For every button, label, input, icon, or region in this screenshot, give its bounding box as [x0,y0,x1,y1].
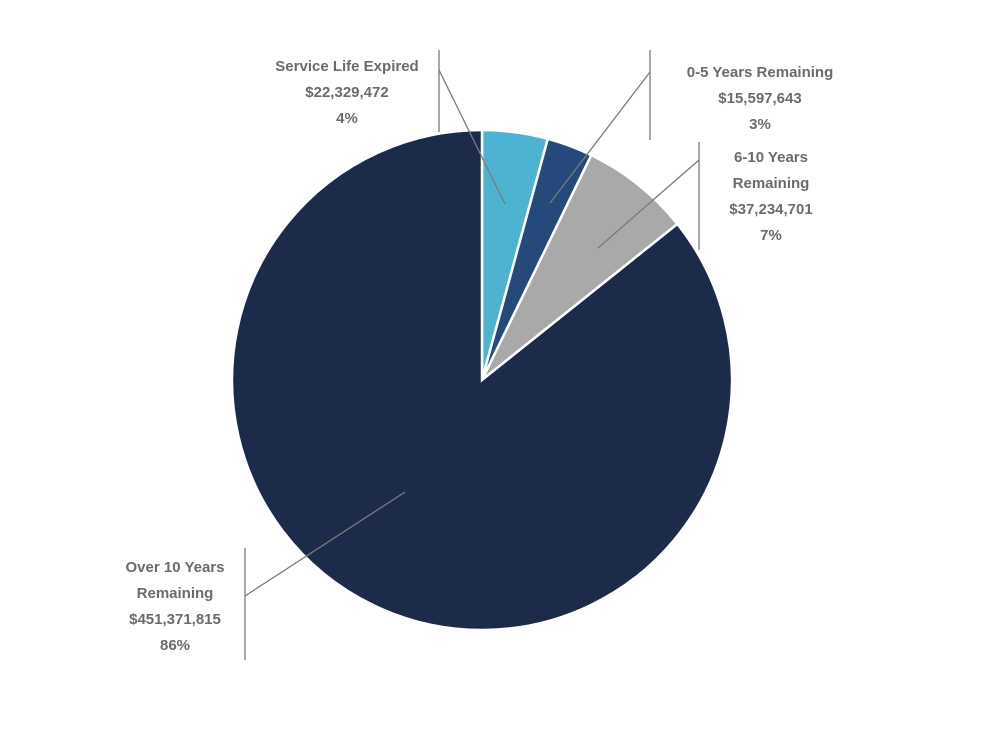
pie-slice-3 [480,153,680,381]
data-label-4-line-4: 86% [160,637,190,654]
data-label-1-line-1: Service Life Expired [275,58,418,75]
leader-line-4 [244,491,406,597]
data-label-4-line-3: $451,371,815 [129,611,221,628]
data-label-3-line-1: 6-10 Years [734,149,808,166]
data-label-4-line-1: Over 10 Years [126,559,225,576]
data-label-1-line-3: 4% [336,110,358,127]
data-label-2-line-2: $15,597,643 [718,90,801,107]
pie-slices [230,128,734,632]
pie-slice-4 [230,128,734,632]
data-label-3-line-3: $37,234,701 [729,201,812,218]
leader-lines [244,50,700,660]
leader-line-1 [438,69,506,205]
data-label-3-line-2: Remaining [733,175,810,192]
data-label-4-line-2: Remaining [137,585,214,602]
data-label-1-line-2: $22,329,472 [305,84,388,101]
data-label-3-line-4: 7% [760,227,782,244]
data-labels: Service Life Expired $22,329,472 4% 0-5 Yea… [126,58,834,654]
leader-line-2 [549,71,651,204]
leader-line-3 [597,159,700,249]
data-label-2-line-1: 0-5 Years Remaining [687,64,833,81]
data-label-2-line-3: 3% [749,116,771,133]
